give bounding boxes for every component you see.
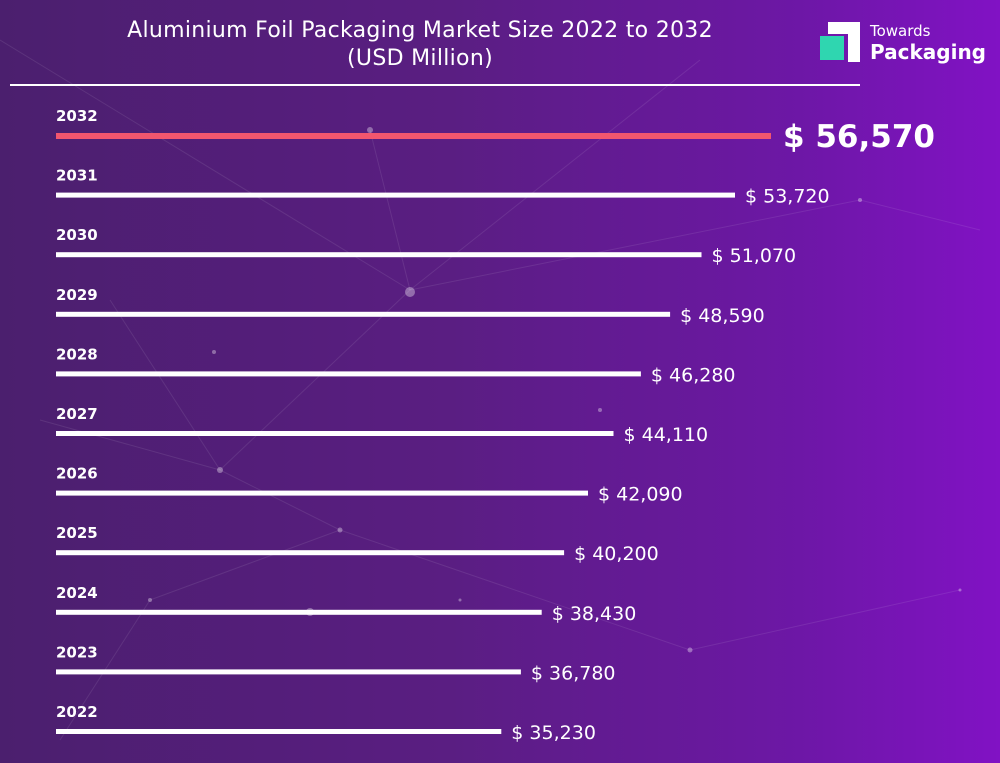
brand-name-line2: Packaging [870,40,986,64]
bar-2032 [56,133,771,139]
category-label-2023: 2023 [56,643,98,661]
bar-2026 [56,490,588,496]
value-label-2024: $ 38,430 [552,603,637,625]
category-label-2032: 2032 [56,107,98,125]
category-label-2026: 2026 [56,465,98,483]
bar-2025 [56,550,565,556]
category-label-2022: 2022 [56,703,98,721]
bar-2031 [56,192,735,198]
bar-2030 [56,252,702,258]
value-label-2030: $ 51,070 [712,245,797,267]
category-label-2024: 2024 [56,584,98,602]
bar-2023 [56,669,521,675]
value-label-2028: $ 46,280 [651,364,736,386]
brand-name-line1: Towards [870,22,931,40]
chart-subtitle: (USD Million) [347,46,493,71]
value-label-2022: $ 35,230 [511,722,596,744]
title-divider [10,84,860,86]
value-label-2023: $ 36,780 [531,662,616,684]
bar-2028 [56,371,641,377]
category-label-2025: 2025 [56,524,98,542]
category-label-2031: 2031 [56,167,98,185]
category-label-2027: 2027 [56,405,98,423]
value-label-2026: $ 42,090 [598,484,683,506]
value-label-2025: $ 40,200 [574,543,659,565]
bar-2024 [56,609,542,615]
brand-logo: Towards Packaging [818,14,988,70]
category-label-2028: 2028 [56,345,98,363]
value-label-2027: $ 44,110 [624,424,709,446]
value-label-2029: $ 48,590 [680,305,765,327]
value-label-2031: $ 53,720 [745,186,830,208]
brand-logo-icon [820,22,860,62]
category-label-2030: 2030 [56,226,98,244]
bar-2027 [56,431,614,436]
bar-2029 [56,311,671,317]
value-label-2032: $ 56,570 [783,119,935,155]
category-label-2029: 2029 [56,286,98,304]
chart-title: Aluminium Foil Packaging Market Size 202… [127,18,713,43]
bar-2022 [56,729,502,734]
